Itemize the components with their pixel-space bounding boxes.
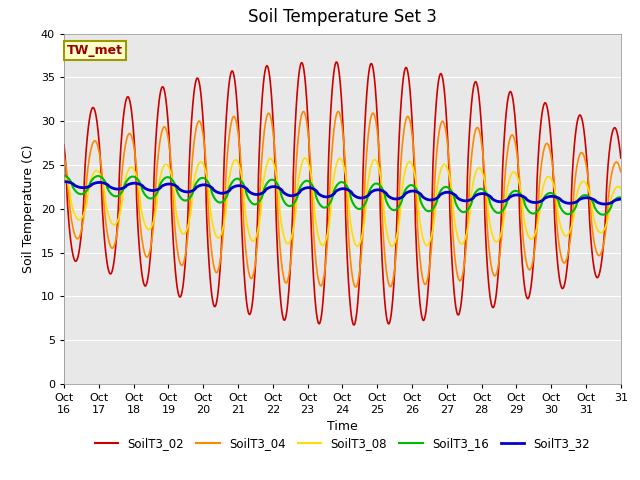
SoilT3_32 [601,201,609,207]
SoilT3_04 [617,169,625,175]
SoilT3_08 [388,243,396,249]
SoilT3_04 [352,284,360,290]
SoilT3_32 [61,179,68,184]
SoilT3_08 [60,172,68,178]
SoilT3_04 [60,153,68,159]
SoilT3_32 [148,188,156,193]
SoilT3_16 [610,198,618,204]
Line: SoilT3_02: SoilT3_02 [64,62,621,325]
Title: Soil Temperature Set 3: Soil Temperature Set 3 [248,9,437,26]
SoilT3_04 [317,283,325,288]
Y-axis label: Soil Temperature (C): Soil Temperature (C) [22,144,35,273]
SoilT3_04 [611,161,618,167]
SoilT3_32 [474,192,482,197]
Line: SoilT3_16: SoilT3_16 [64,176,621,215]
SoilT3_02 [556,278,564,284]
SoilT3_02 [147,245,155,251]
SoilT3_02 [317,314,325,320]
SoilT3_08 [617,185,625,191]
Legend: SoilT3_02, SoilT3_04, SoilT3_08, SoilT3_16, SoilT3_32: SoilT3_02, SoilT3_04, SoilT3_08, SoilT3_… [90,433,595,455]
Line: SoilT3_08: SoilT3_08 [64,158,621,246]
SoilT3_08 [611,187,618,193]
SoilT3_04 [147,242,155,248]
X-axis label: Time: Time [327,420,358,433]
SoilT3_32 [328,192,336,198]
SoilT3_16 [617,194,625,200]
Line: SoilT3_32: SoilT3_32 [64,181,621,204]
SoilT3_16 [474,187,481,193]
SoilT3_32 [556,196,563,202]
SoilT3_02 [350,322,358,328]
SoilT3_02 [60,142,68,148]
SoilT3_02 [617,155,625,161]
SoilT3_32 [617,196,625,202]
SoilT3_04 [474,125,482,131]
SoilT3_16 [599,212,607,217]
SoilT3_16 [328,197,335,203]
SoilT3_08 [556,220,564,226]
SoilT3_02 [611,125,618,131]
Text: TW_met: TW_met [67,44,123,57]
SoilT3_32 [317,193,325,199]
SoilT3_02 [328,93,335,99]
SoilT3_02 [333,59,340,65]
SoilT3_08 [301,155,309,161]
SoilT3_16 [317,203,325,209]
SoilT3_02 [474,88,482,94]
SoilT3_08 [317,242,325,248]
SoilT3_16 [147,195,155,201]
Line: SoilT3_04: SoilT3_04 [64,111,621,287]
SoilT3_08 [147,225,155,230]
SoilT3_04 [556,247,564,253]
SoilT3_16 [556,200,563,206]
SoilT3_08 [328,188,336,193]
SoilT3_16 [60,173,68,179]
SoilT3_04 [334,108,342,114]
SoilT3_32 [60,179,68,184]
SoilT3_04 [328,151,335,157]
SoilT3_32 [611,198,618,204]
SoilT3_08 [474,165,482,171]
